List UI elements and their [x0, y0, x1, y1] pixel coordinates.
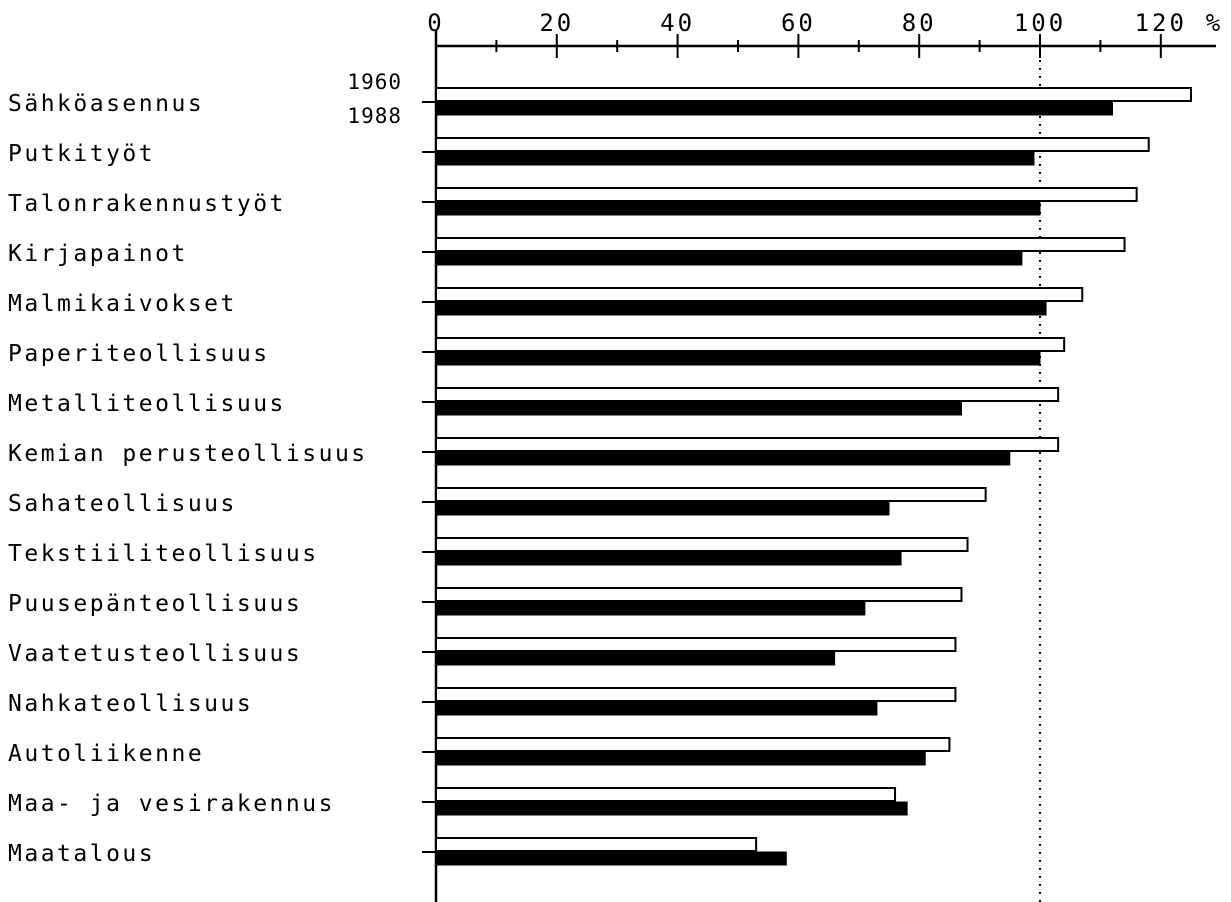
bar-1960 [435, 387, 1060, 402]
category-label: Puusepänteollisuus [8, 591, 302, 617]
bar-1960 [435, 487, 987, 502]
x-unit-label: % [1206, 9, 1221, 37]
bar-1988 [435, 701, 878, 716]
bars-group [435, 87, 1192, 866]
category-label: Nahkateollisuus [8, 691, 253, 717]
bar-1988 [435, 101, 1113, 116]
bar-1988 [435, 851, 787, 866]
series-label-1988: 1988 [347, 104, 402, 128]
bar-1960 [435, 137, 1150, 152]
bar-1988 [435, 151, 1035, 166]
category-label: Sahateollisuus [8, 491, 237, 517]
category-label: Tekstiiliteollisuus [8, 541, 319, 567]
bar-1960 [435, 787, 897, 802]
bar-1988 [435, 551, 902, 566]
category-label: Kemian perusteollisuus [8, 441, 368, 467]
labels-group: 0 20 40 60 80 100 120 % Sähköasennus Putkityöt Tal… [8, 9, 1221, 867]
bar-1960 [435, 437, 1060, 452]
bar-1988 [435, 251, 1023, 266]
bar-1988 [435, 201, 1041, 216]
category-label: Maa- ja vesirakennus [8, 791, 335, 817]
category-label: Autoliikenne [8, 741, 204, 767]
category-label: Malmikaivokset [8, 291, 237, 317]
bar-1988 [435, 601, 866, 616]
bar-1960 [435, 237, 1126, 252]
bar-1960 [435, 187, 1138, 202]
bar-1988 [435, 501, 890, 516]
bar-1960 [435, 537, 969, 552]
bar-1960 [435, 87, 1192, 102]
bar-1960 [435, 337, 1066, 352]
x-tick-label: 80 [902, 9, 937, 37]
x-tick-label: 40 [660, 9, 695, 37]
bar-1988 [435, 451, 1011, 466]
category-label: Talonrakennustyöt [8, 191, 286, 217]
bar-1960 [435, 687, 957, 702]
category-label: Kirjapainot [8, 241, 188, 267]
x-tick-label: 20 [539, 9, 574, 37]
bar-1960 [435, 637, 957, 652]
category-label: Metalliteollisuus [8, 391, 286, 417]
bar-1988 [435, 301, 1047, 316]
x-tick-label: 60 [781, 9, 816, 37]
bar-1988 [435, 401, 962, 416]
series-label-1960: 1960 [347, 70, 402, 94]
category-label: Vaatetusteollisuus [8, 641, 302, 667]
bar-1988 [435, 751, 926, 766]
bar-1960 [435, 587, 963, 602]
bar-1960 [435, 737, 951, 752]
x-tick-label: 0 [427, 9, 444, 37]
bar-1988 [435, 351, 1041, 366]
bar-1960 [435, 837, 758, 852]
bar-1988 [435, 651, 836, 666]
bar-1960 [435, 287, 1084, 302]
bar-1988 [435, 801, 908, 816]
category-label: Putkityöt [8, 141, 155, 167]
x-tick-label: 120 [1135, 9, 1187, 37]
x-tick-label: 100 [1014, 9, 1066, 37]
category-label: Paperiteollisuus [8, 341, 270, 367]
category-label: Sähköasennus [8, 91, 204, 117]
category-label: Maatalous [8, 841, 155, 867]
